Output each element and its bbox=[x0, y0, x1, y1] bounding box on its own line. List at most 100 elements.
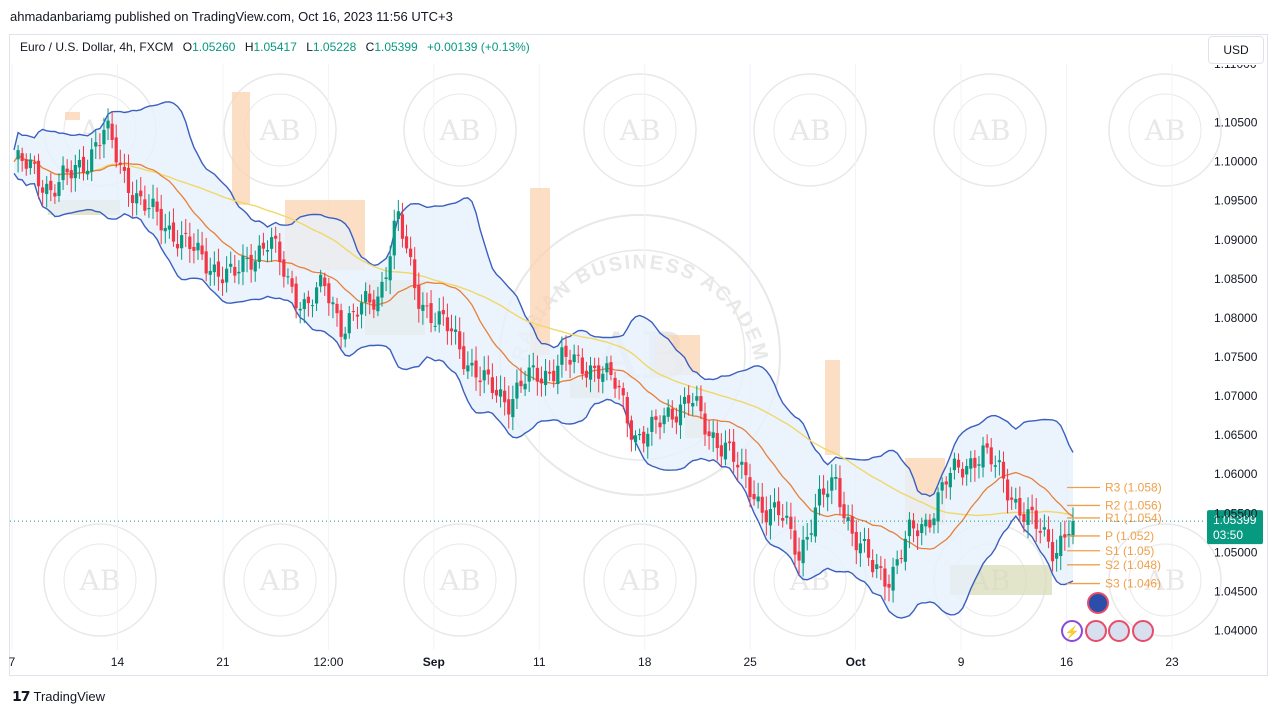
y-tick-label: 1.05500 bbox=[1214, 506, 1258, 520]
candle-body bbox=[249, 254, 253, 270]
candle-body bbox=[932, 518, 936, 526]
candle-body bbox=[49, 180, 53, 191]
watermark-seal-mark: AB bbox=[79, 564, 121, 597]
countdown-text: 03:50 bbox=[1213, 528, 1243, 542]
candle-body bbox=[981, 445, 985, 468]
candle-body bbox=[1046, 529, 1051, 542]
candle-body bbox=[57, 182, 61, 196]
candle-body bbox=[200, 245, 204, 255]
candle-body bbox=[678, 404, 683, 426]
candle-body bbox=[494, 390, 499, 396]
candle-body bbox=[977, 464, 981, 466]
candle-body bbox=[552, 370, 556, 382]
candle-body bbox=[368, 293, 372, 303]
candle-body bbox=[73, 165, 77, 179]
candle-body bbox=[441, 310, 445, 315]
candle-body bbox=[118, 162, 122, 165]
candle-body bbox=[470, 362, 474, 366]
candle-body bbox=[433, 325, 437, 327]
candle-body bbox=[77, 159, 82, 168]
candle-body bbox=[204, 251, 208, 274]
candle-body bbox=[482, 370, 486, 381]
candle-body bbox=[175, 244, 180, 249]
watermark-seal-ring bbox=[43, 523, 157, 637]
candle-body bbox=[306, 296, 310, 304]
candle-body bbox=[936, 492, 940, 522]
candle-body bbox=[229, 263, 233, 267]
candle-body bbox=[973, 457, 977, 468]
candle-body bbox=[772, 502, 777, 508]
candle-body bbox=[548, 371, 552, 374]
candle-body bbox=[298, 308, 302, 311]
candle-body bbox=[478, 380, 482, 383]
candle-body bbox=[1063, 534, 1067, 538]
candle-body bbox=[110, 123, 114, 140]
pivot-label: S3 (1.046) bbox=[1105, 577, 1161, 591]
candle-body bbox=[159, 208, 163, 231]
candle-body bbox=[245, 258, 249, 260]
candle-body bbox=[543, 370, 548, 386]
candle-body bbox=[453, 329, 458, 332]
candle-body bbox=[785, 515, 789, 518]
currency-button[interactable]: USD bbox=[1208, 36, 1264, 64]
candle-body bbox=[32, 162, 37, 164]
candle-body bbox=[196, 242, 200, 251]
watermark-seal-ring bbox=[1108, 523, 1222, 637]
x-tick-label: 21 bbox=[216, 655, 230, 669]
candle-body bbox=[760, 496, 764, 513]
candle-body bbox=[850, 516, 854, 534]
eu-flag-icon bbox=[1087, 592, 1109, 614]
candle-body bbox=[907, 519, 912, 537]
watermark-seal-ring bbox=[223, 73, 337, 187]
footer-brand: 𝟭𝟳 TradingView bbox=[12, 688, 105, 705]
candle-body bbox=[580, 357, 584, 374]
candle-body bbox=[359, 302, 364, 315]
brand-name: TradingView bbox=[33, 689, 106, 704]
candle-body bbox=[261, 242, 266, 249]
candle-body bbox=[748, 477, 752, 498]
candle-body bbox=[241, 255, 245, 272]
watermark-seal-mark: AB bbox=[619, 564, 661, 597]
pivot-label: R3 (1.058) bbox=[1105, 480, 1162, 494]
candle-body bbox=[69, 170, 73, 179]
candle-body bbox=[1055, 552, 1059, 559]
candle-body bbox=[490, 377, 494, 393]
candle-body bbox=[376, 296, 380, 312]
candle-body bbox=[339, 310, 343, 337]
candle-body bbox=[719, 445, 723, 457]
candle-body bbox=[392, 220, 396, 256]
candle-body bbox=[764, 510, 768, 523]
bollinger-lower bbox=[13, 172, 1074, 619]
supply-zone bbox=[530, 188, 550, 355]
candle-body bbox=[85, 170, 90, 175]
candle-body bbox=[106, 120, 110, 129]
candle-body bbox=[699, 396, 703, 412]
candle-body bbox=[535, 367, 539, 382]
ma-fast bbox=[13, 155, 1074, 550]
candle-body bbox=[862, 538, 867, 542]
candle-body bbox=[286, 276, 290, 278]
candle-body bbox=[269, 237, 274, 249]
candle-body bbox=[588, 365, 593, 380]
candle-body bbox=[969, 458, 973, 469]
candle-body bbox=[1071, 521, 1075, 537]
candle-body bbox=[212, 264, 216, 273]
candle-body bbox=[601, 373, 605, 382]
chart-frame bbox=[9, 34, 1268, 676]
watermark-seal-ring bbox=[753, 73, 867, 187]
watermark-seal-ring bbox=[403, 523, 517, 637]
candle-body bbox=[122, 166, 126, 171]
candle-body bbox=[184, 232, 188, 234]
low-label: L bbox=[306, 40, 313, 54]
candle-body bbox=[1034, 510, 1038, 529]
open-value: 1.05260 bbox=[192, 40, 236, 54]
y-tick-label: 1.09500 bbox=[1214, 194, 1258, 208]
high-value: 1.05417 bbox=[253, 40, 297, 54]
candle-body bbox=[805, 536, 809, 540]
candle-body bbox=[871, 560, 875, 573]
candle-body bbox=[826, 493, 830, 498]
watermark-seal-inner bbox=[423, 543, 497, 617]
x-tick-label: 23 bbox=[1165, 655, 1179, 669]
us-flag-icon bbox=[1132, 620, 1154, 642]
